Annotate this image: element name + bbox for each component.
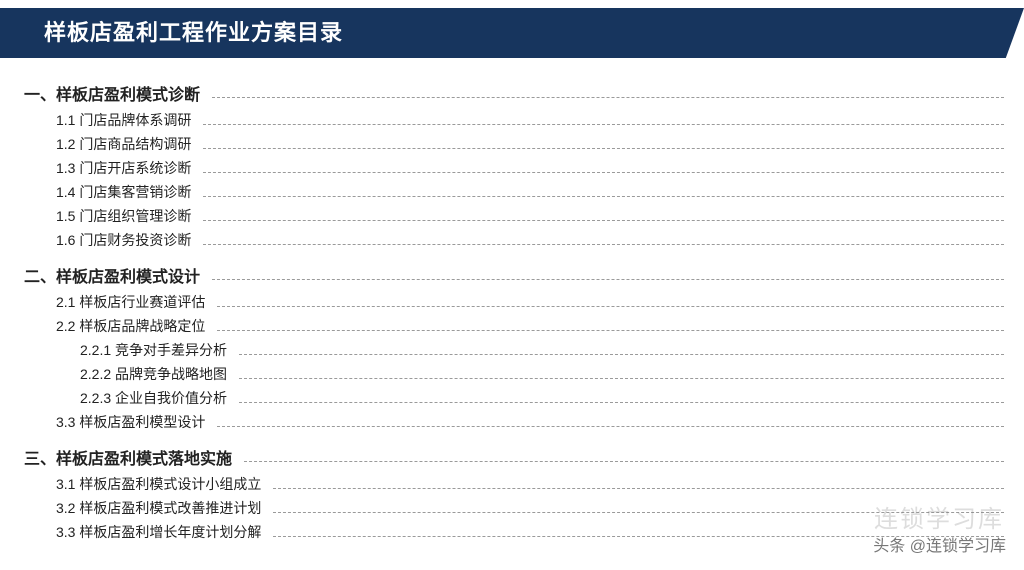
toc-leader — [273, 479, 1004, 489]
toc-item-label: 3.3 样板店盈利增长年度计划分解 — [56, 522, 273, 542]
toc-leader — [203, 211, 1004, 221]
toc-leader — [239, 393, 1004, 403]
toc-item: 2.2.3 企业自我价值分析 — [24, 386, 1004, 410]
toc-item-label: 3.2 样板店盈利模式改善推进计划 — [56, 498, 273, 518]
attribution: 头条 @连锁学习库 — [873, 532, 1006, 556]
toc-leader — [203, 139, 1004, 149]
toc-item-label: 2.2 样板店品牌战略定位 — [56, 316, 217, 336]
toc-section: 一、样板店盈利模式诊断 — [24, 78, 1004, 108]
toc-item: 3.1 样板店盈利模式设计小组成立 — [24, 472, 1004, 496]
toc-item: 3.3 样板店盈利模型设计 — [24, 410, 1004, 434]
toc-section: 三、样板店盈利模式落地实施 — [24, 442, 1004, 472]
toc-item-label: 1.1 门店品牌体系调研 — [56, 110, 203, 130]
toc-leader — [217, 297, 1004, 307]
toc-leader — [244, 452, 1004, 462]
toc-item-label: 3.3 样板店盈利模型设计 — [56, 412, 217, 432]
toc-leader — [217, 321, 1004, 331]
toc-item: 2.2.2 品牌竞争战略地图 — [24, 362, 1004, 386]
toc-item-label: 2.2.1 竞争对手差异分析 — [80, 340, 239, 360]
toc-item: 1.3 门店开店系统诊断 — [24, 156, 1004, 180]
toc-section-heading: 三、样板店盈利模式落地实施 — [24, 445, 244, 469]
toc-item: 2.2 样板店品牌战略定位 — [24, 314, 1004, 338]
toc-section-heading: 二、样板店盈利模式设计 — [24, 263, 212, 287]
toc-leader — [203, 235, 1004, 245]
toc-leader — [203, 187, 1004, 197]
watermark: 连锁学习库 — [874, 499, 1004, 534]
toc-leader — [203, 115, 1004, 125]
page-title: 样板店盈利工程作业方案目录 — [44, 8, 343, 58]
toc-item: 1.5 门店组织管理诊断 — [24, 204, 1004, 228]
toc-item-label: 1.5 门店组织管理诊断 — [56, 206, 203, 226]
toc-item-label: 1.4 门店集客营销诊断 — [56, 182, 203, 202]
toc-item-label: 2.2.2 品牌竞争战略地图 — [80, 364, 239, 384]
toc-item: 3.2 样板店盈利模式改善推进计划 — [24, 496, 1004, 520]
toc-item-label: 2.1 样板店行业赛道评估 — [56, 292, 217, 312]
toc-leader — [239, 345, 1004, 355]
toc-item-label: 1.2 门店商品结构调研 — [56, 134, 203, 154]
toc-section-heading: 一、样板店盈利模式诊断 — [24, 81, 212, 105]
toc-leader — [217, 417, 1004, 427]
toc-item: 3.3 样板店盈利增长年度计划分解 — [24, 520, 1004, 544]
toc-section: 二、样板店盈利模式设计 — [24, 260, 1004, 290]
toc-item-label: 1.6 门店财务投资诊断 — [56, 230, 203, 250]
toc-item: 1.2 门店商品结构调研 — [24, 132, 1004, 156]
toc-leader — [212, 270, 1004, 280]
toc-item: 1.1 门店品牌体系调研 — [24, 108, 1004, 132]
toc-leader — [239, 369, 1004, 379]
toc-item-label: 2.2.3 企业自我价值分析 — [80, 388, 239, 408]
title-bar: 样板店盈利工程作业方案目录 — [0, 8, 1024, 58]
toc-item-label: 3.1 样板店盈利模式设计小组成立 — [56, 474, 273, 494]
toc-leader — [212, 88, 1004, 98]
page: 样板店盈利工程作业方案目录 一、样板店盈利模式诊断 1.1 门店品牌体系调研 1.2… — [0, 0, 1024, 570]
toc-item-label: 1.3 门店开店系统诊断 — [56, 158, 203, 178]
toc-leader — [203, 163, 1004, 173]
toc-item: 1.6 门店财务投资诊断 — [24, 228, 1004, 252]
toc-item: 1.4 门店集客营销诊断 — [24, 180, 1004, 204]
toc: 一、样板店盈利模式诊断 1.1 门店品牌体系调研 1.2 门店商品结构调研 1.3 门… — [24, 78, 1004, 544]
toc-item: 2.2.1 竞争对手差异分析 — [24, 338, 1004, 362]
toc-item: 2.1 样板店行业赛道评估 — [24, 290, 1004, 314]
